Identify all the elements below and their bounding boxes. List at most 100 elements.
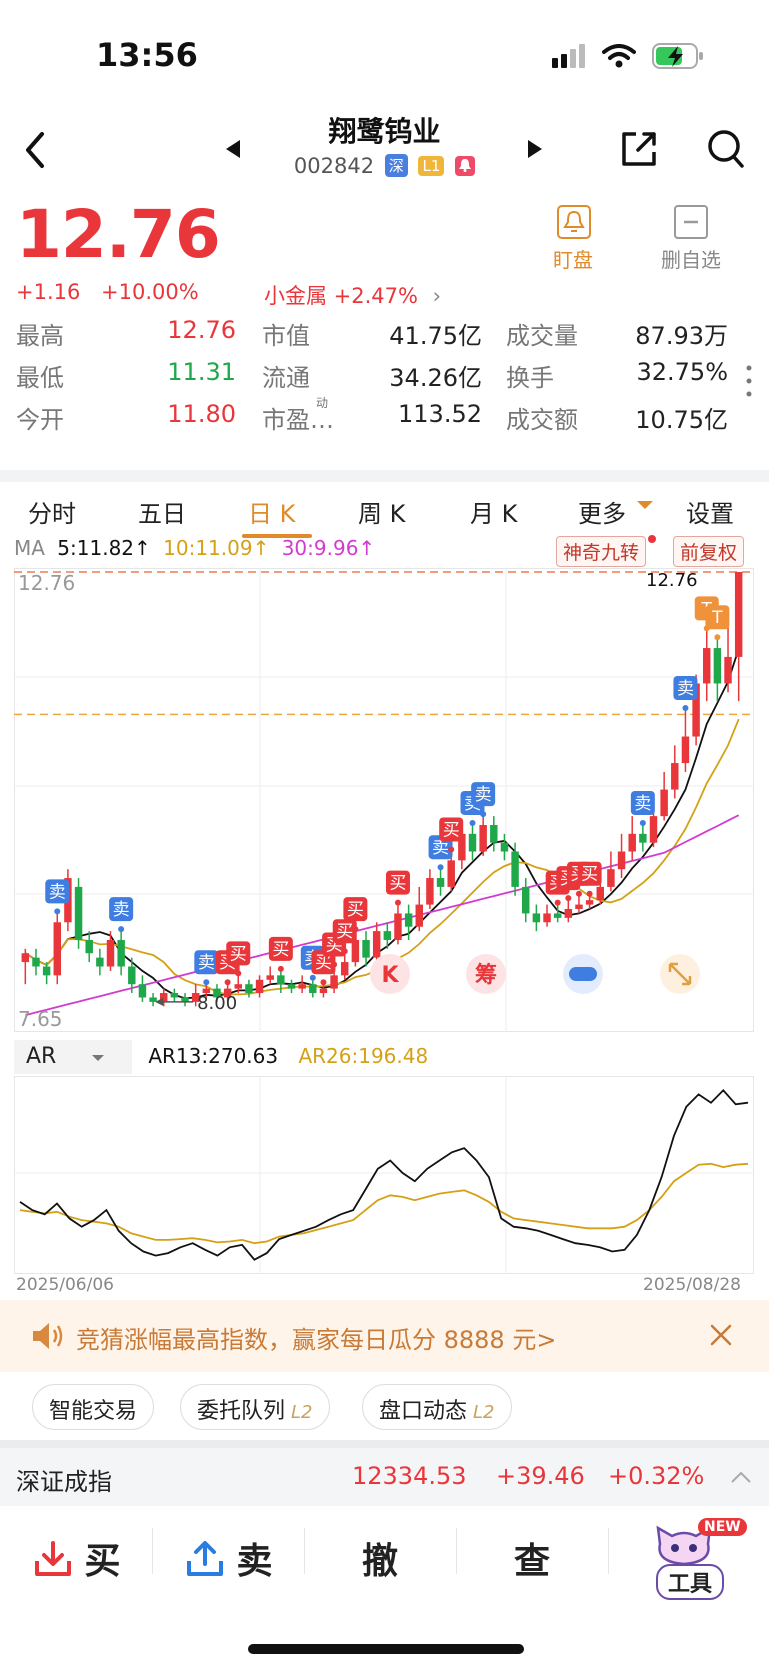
- search-icon[interactable]: [706, 128, 746, 170]
- marker-label: 卖: [49, 882, 66, 902]
- promo-banner[interactable]: 竞猜涨幅最高指数，赢家每日瓜分 8888 元>: [0, 1300, 769, 1372]
- current-price: 12.76: [16, 196, 221, 273]
- tab-6[interactable]: 设置: [686, 500, 734, 528]
- candle-body: [564, 909, 573, 918]
- next-stock-icon[interactable]: [526, 138, 544, 160]
- query-button[interactable]: 查: [514, 1541, 551, 1582]
- watch-button[interactable]: 盯盘: [552, 204, 596, 273]
- chart-icon-label: 筹: [475, 962, 497, 988]
- indicator-select[interactable]: AR: [14, 1040, 132, 1074]
- candle-body: [138, 984, 147, 998]
- candle-body: [415, 904, 423, 927]
- index-value: 12334.53: [352, 1462, 467, 1490]
- candle-body: [160, 993, 168, 1002]
- alert-bell-icon[interactable]: [455, 156, 476, 176]
- marker-dot: [277, 965, 284, 972]
- chart-icon-label: K: [381, 963, 399, 988]
- sell-marker: [109, 897, 134, 922]
- remove-watchlist-button[interactable]: 删自选: [656, 204, 726, 273]
- min-price-label: 8.00: [197, 993, 237, 1014]
- marker-dot: [54, 908, 61, 915]
- indicator-select-label: AR: [26, 1044, 57, 1069]
- k-line-chart[interactable]: 卖卖卖买买买卖买买买买买卖买卖卖买买买买卖卖TT12.767.6512.768.…: [14, 568, 754, 1032]
- tab-4[interactable]: 月 K: [470, 500, 518, 528]
- buy-marker: [385, 870, 410, 895]
- order-queue-chip[interactable]: 委托队列 L2: [180, 1384, 330, 1430]
- chip-label: 智能交易: [49, 1399, 138, 1424]
- candle-body: [383, 931, 392, 940]
- tab-1[interactable]: 五日: [138, 500, 186, 528]
- marker-dot: [203, 979, 210, 986]
- battery-icon: [652, 43, 703, 69]
- ar-legend: AR AR13:270.63 AR26:196.48: [14, 1040, 754, 1074]
- new-badge: NEW: [698, 1518, 747, 1536]
- marker-label: 买: [443, 821, 460, 841]
- ma5-value: 5:11.82↑: [57, 536, 151, 560]
- last-price-label: 12.76: [646, 570, 698, 591]
- buy-marker: [268, 936, 293, 961]
- nine-turn-button[interactable]: 神奇九转: [556, 536, 647, 567]
- bell-icon: [557, 205, 591, 239]
- more-dropdown-icon: [630, 498, 654, 517]
- candle-body: [223, 988, 232, 998]
- candle-body: [713, 648, 722, 684]
- sell-button[interactable]: 卖: [186, 1532, 273, 1584]
- chip-distribution-icon[interactable]: [466, 954, 506, 994]
- candle-body: [724, 656, 732, 684]
- candle-body: [255, 979, 264, 994]
- ar-frame: [14, 1076, 754, 1274]
- tab-5[interactable]: 更多: [578, 500, 626, 528]
- stat-label: 今开: [16, 406, 64, 434]
- candle-body: [500, 842, 509, 852]
- candle-body: [32, 957, 40, 967]
- tab-0[interactable]: 分时: [28, 500, 76, 528]
- cancel-order-button[interactable]: 撤: [362, 1541, 399, 1582]
- tab-2[interactable]: 日 K: [248, 500, 296, 528]
- wifi-icon: [602, 44, 636, 68]
- candle-body: [671, 763, 679, 790]
- marker-dot: [320, 979, 327, 986]
- buy-button[interactable]: 买: [34, 1532, 121, 1584]
- end-date: 2025/08/28: [643, 1275, 741, 1295]
- candle-body: [639, 833, 647, 843]
- orderbook-dynamic-chip[interactable]: 盘口动态 L2: [362, 1384, 512, 1430]
- k-tool-icon[interactable]: [370, 954, 410, 994]
- candle-body: [394, 913, 402, 940]
- buy-marker: [577, 861, 602, 886]
- prev-stock-icon[interactable]: [224, 138, 242, 160]
- candle-body: [53, 922, 61, 976]
- sell-marker: [673, 675, 698, 700]
- stat-value: 11.80: [167, 400, 236, 428]
- candle-body: [734, 572, 743, 657]
- stat-value: 34.26亿: [389, 364, 482, 392]
- back-icon[interactable]: [20, 130, 50, 170]
- smart-trade-chip[interactable]: 智能交易: [32, 1384, 155, 1430]
- tab-3[interactable]: 周 K: [358, 500, 406, 528]
- ma5-line: [24, 648, 740, 1000]
- share-icon[interactable]: [620, 128, 660, 168]
- marker-label: 买: [315, 953, 332, 973]
- stat-value: 87.93万: [635, 322, 728, 350]
- ma-legend: MA 5:11.82↑ 10:11.09↑ 30:9.96↑: [14, 536, 375, 560]
- sector-link[interactable]: 小金属 +2.47% ›: [264, 280, 441, 310]
- marker-label: 卖: [677, 679, 694, 699]
- tools-button[interactable]: NEW 工具: [646, 1518, 756, 1600]
- index-bar[interactable]: 深证成指 12334.53 +39.46 +0.32%: [0, 1440, 769, 1506]
- stat-value: 32.75%: [636, 358, 728, 386]
- candle-body: [511, 851, 519, 887]
- chevron-up-icon[interactable]: [730, 1470, 752, 1484]
- candle-body: [628, 833, 636, 852]
- banner-text: 竞猜涨幅最高指数，赢家每日瓜分 8888 元>: [76, 1326, 557, 1354]
- candle-body: [532, 913, 541, 923]
- ar-chart[interactable]: [14, 1076, 754, 1274]
- candle-body: [362, 939, 370, 958]
- candle-body: [245, 984, 253, 994]
- watch-label: 盯盘: [553, 248, 593, 272]
- close-icon[interactable]: [710, 1324, 732, 1346]
- candle-body: [585, 900, 594, 905]
- adjust-button[interactable]: 前复权: [673, 536, 745, 567]
- candle-body: [607, 869, 615, 887]
- marker-dot: [565, 895, 572, 902]
- more-vertical-icon[interactable]: [744, 364, 754, 398]
- candle-body: [319, 988, 328, 994]
